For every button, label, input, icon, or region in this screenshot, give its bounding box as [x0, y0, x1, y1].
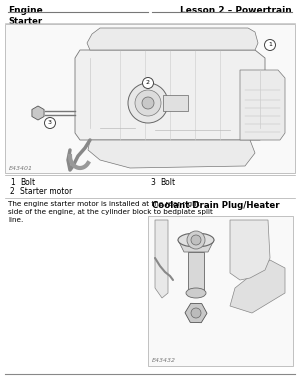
- Text: side of the engine, at the cylinder block to bedplate split: side of the engine, at the cylinder bloc…: [8, 209, 213, 215]
- Polygon shape: [230, 220, 270, 280]
- Ellipse shape: [186, 288, 206, 298]
- Circle shape: [265, 40, 275, 50]
- Text: line.: line.: [8, 217, 23, 223]
- Bar: [5, 24, 295, 173]
- Text: E43432: E43432: [152, 358, 176, 363]
- Polygon shape: [240, 70, 285, 140]
- Circle shape: [191, 235, 201, 245]
- Text: The engine starter motor is installed at the rear right: The engine starter motor is installed at…: [8, 201, 200, 207]
- Text: 1: 1: [268, 43, 272, 47]
- Circle shape: [135, 90, 161, 116]
- Text: 3: 3: [48, 121, 52, 125]
- Text: Bolt: Bolt: [20, 178, 35, 187]
- Text: Coolant Drain Plug/Heater: Coolant Drain Plug/Heater: [152, 201, 280, 210]
- Polygon shape: [155, 220, 168, 298]
- Text: Starter: Starter: [8, 17, 42, 26]
- Text: E43401: E43401: [9, 166, 33, 171]
- Text: 3: 3: [150, 178, 155, 187]
- Circle shape: [142, 97, 154, 109]
- Polygon shape: [75, 50, 265, 140]
- Polygon shape: [87, 28, 258, 50]
- Polygon shape: [178, 240, 214, 252]
- Ellipse shape: [178, 233, 214, 247]
- Circle shape: [128, 83, 168, 123]
- Text: Lesson 2 – Powertrain: Lesson 2 – Powertrain: [180, 6, 292, 15]
- Polygon shape: [230, 260, 285, 313]
- Polygon shape: [88, 140, 255, 168]
- Circle shape: [187, 231, 205, 249]
- Circle shape: [191, 308, 201, 318]
- Text: Engine: Engine: [8, 6, 43, 15]
- Bar: [148, 216, 293, 366]
- Text: 2: 2: [146, 80, 150, 85]
- Text: Bolt: Bolt: [160, 178, 175, 187]
- Circle shape: [142, 78, 154, 88]
- Bar: [188, 252, 204, 293]
- Text: 1: 1: [10, 178, 15, 187]
- Text: 2: 2: [10, 187, 15, 196]
- Text: Starter motor: Starter motor: [20, 187, 72, 196]
- Bar: [163, 95, 188, 111]
- Circle shape: [44, 118, 56, 128]
